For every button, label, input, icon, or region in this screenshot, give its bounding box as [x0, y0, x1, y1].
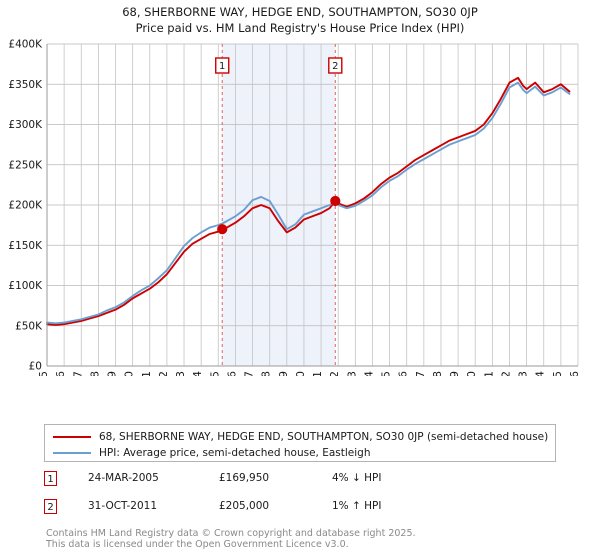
svg-text:2021: 2021: [482, 371, 495, 376]
x-axis-tick-labels: 1995 1996 1997 1998 1999 2000 2001 2002 2003 2004…: [37, 371, 581, 376]
transaction-list: 1 24-MAR-2005 £169,950 4% ↓ HPI 2 31-OCT…: [44, 470, 556, 526]
svg-text:2023: 2023: [517, 371, 530, 376]
transaction-date-1: 24-MAR-2005: [88, 472, 159, 484]
transaction-price-1: £169,950: [219, 472, 270, 484]
svg-text:2024: 2024: [534, 371, 547, 376]
svg-text:2012: 2012: [328, 371, 341, 376]
chart-svg: £0 £50K £100K £150K £200K £250K £300K £350K £400…: [8, 39, 581, 377]
svg-text:2019: 2019: [448, 371, 461, 376]
transaction-hpi-delta-2: 1% ↑ HPI: [332, 500, 382, 512]
svg-text:2018: 2018: [431, 371, 444, 376]
table-row[interactable]: 2 31-OCT-2011 £205,000 1% ↑ HPI: [44, 498, 556, 526]
svg-text:£200K: £200K: [8, 200, 43, 212]
svg-text:2013: 2013: [345, 371, 358, 376]
svg-text:1995: 1995: [37, 371, 50, 376]
svg-text:1998: 1998: [88, 371, 101, 376]
svg-text:2008: 2008: [260, 371, 273, 376]
footer-line-2: This data is licensed under the Open Gov…: [46, 539, 349, 550]
svg-text:£0: £0: [29, 361, 42, 373]
svg-text:1: 1: [219, 61, 225, 72]
svg-text:£150K: £150K: [8, 240, 43, 252]
svg-text:2001: 2001: [140, 371, 153, 376]
svg-text:£250K: £250K: [8, 159, 43, 171]
chart-legend: 68, SHERBORNE WAY, HEDGE END, SOUTHAMPTO…: [44, 424, 556, 462]
table-row[interactable]: 1 24-MAR-2005 £169,950 4% ↓ HPI: [44, 470, 556, 498]
data-series: [46, 76, 571, 326]
svg-text:2003: 2003: [174, 371, 187, 376]
chart-plot-area: £0 £50K £100K £150K £200K £250K £300K £350K £400…: [0, 36, 600, 377]
transaction-hpi-delta-1: 4% ↓ HPI: [332, 472, 382, 484]
svg-text:2009: 2009: [277, 371, 290, 376]
svg-text:£350K: £350K: [8, 79, 43, 91]
svg-text:2: 2: [332, 61, 338, 72]
title-line-2: Price paid vs. HM Land Registry's House …: [135, 21, 465, 35]
svg-text:1999: 1999: [106, 371, 119, 376]
svg-text:2011: 2011: [311, 371, 324, 376]
svg-text:2006: 2006: [225, 371, 238, 376]
svg-text:2026: 2026: [568, 371, 581, 376]
svg-text:2015: 2015: [380, 371, 393, 376]
svg-text:2002: 2002: [157, 371, 170, 376]
svg-text:2004: 2004: [191, 371, 204, 376]
page-title: 68, SHERBORNE WAY, HEDGE END, SOUTHAMPTO…: [0, 4, 600, 36]
transaction-badge-2: 2: [44, 499, 57, 514]
svg-text:2020: 2020: [465, 371, 478, 376]
legend-label-hpi: HPI: Average price, semi-detached house,…: [99, 446, 371, 459]
svg-text:2017: 2017: [414, 371, 427, 376]
svg-text:1997: 1997: [71, 371, 84, 376]
transaction-price-2: £205,000: [219, 500, 270, 512]
title-line-1: 68, SHERBORNE WAY, HEDGE END, SOUTHAMPTO…: [122, 5, 478, 19]
svg-text:2000: 2000: [123, 371, 136, 376]
legend-item-hpi: HPI: Average price, semi-detached house,…: [49, 445, 555, 460]
footer-line-1: Contains HM Land Registry data © Crown c…: [46, 528, 416, 539]
axis-lines: [46, 44, 578, 367]
legend-line-icon-hpi: [53, 451, 91, 454]
svg-text:2007: 2007: [243, 371, 256, 376]
svg-text:2016: 2016: [397, 371, 410, 376]
svg-text:2010: 2010: [294, 371, 307, 376]
svg-text:2022: 2022: [499, 371, 512, 376]
svg-text:£50K: £50K: [15, 320, 43, 332]
svg-text:2014: 2014: [362, 371, 375, 376]
footer-attribution: Contains HM Land Registry data © Crown c…: [46, 528, 586, 550]
svg-text:2005: 2005: [208, 371, 221, 376]
transaction-badge-1: 1: [44, 471, 57, 486]
svg-text:2025: 2025: [551, 371, 564, 376]
y-axis-tick-labels: £0 £50K £100K £150K £200K £250K £300K £350K £400…: [8, 39, 43, 373]
svg-text:£400K: £400K: [8, 39, 43, 51]
svg-text:£100K: £100K: [8, 280, 43, 292]
legend-line-icon-property: [53, 435, 91, 438]
svg-text:£300K: £300K: [8, 119, 43, 131]
svg-text:1996: 1996: [54, 371, 67, 376]
legend-label-property: 68, SHERBORNE WAY, HEDGE END, SOUTHAMPTO…: [99, 430, 549, 443]
transaction-markers: [217, 195, 341, 235]
transaction-date-2: 31-OCT-2011: [88, 500, 157, 512]
legend-item-property: 68, SHERBORNE WAY, HEDGE END, SOUTHAMPTO…: [49, 429, 555, 444]
